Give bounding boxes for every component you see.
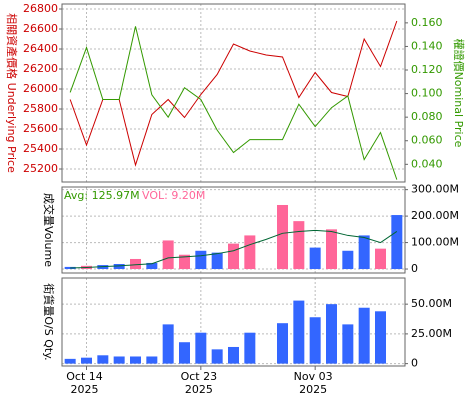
bar bbox=[64, 358, 76, 364]
bar bbox=[277, 204, 288, 270]
panel-border bbox=[61, 277, 406, 367]
bar bbox=[293, 300, 305, 364]
x-tick-year: 2025 bbox=[185, 383, 213, 396]
bar bbox=[309, 317, 321, 364]
tick-label: 300.00M bbox=[411, 183, 459, 196]
x-tick-year: 2025 bbox=[71, 383, 99, 396]
bar bbox=[97, 355, 109, 364]
bar bbox=[244, 332, 256, 364]
tick-label: 0.120 bbox=[411, 63, 443, 76]
bar bbox=[211, 349, 223, 364]
tick-label: 25200 bbox=[23, 162, 58, 175]
bar bbox=[375, 311, 386, 364]
x-tick-label: Nov 03 bbox=[294, 370, 333, 383]
tick-label: 26400 bbox=[23, 42, 58, 55]
panel-background bbox=[62, 4, 405, 182]
bar bbox=[342, 250, 354, 270]
tick-label: 0.140 bbox=[411, 39, 443, 52]
bar bbox=[309, 247, 321, 270]
line-series bbox=[69, 20, 398, 167]
tick-label: 25400 bbox=[23, 142, 58, 155]
bar bbox=[244, 235, 256, 270]
tick-label: 0 bbox=[411, 357, 418, 370]
bar bbox=[113, 356, 125, 364]
tick-label: 200.00M bbox=[411, 209, 459, 222]
tick-label: 26600 bbox=[23, 22, 58, 35]
bar bbox=[358, 235, 370, 270]
bar bbox=[391, 215, 403, 270]
bar bbox=[195, 332, 207, 364]
y-axis-label: 成交量Volume bbox=[42, 193, 56, 267]
tick-label: 0 bbox=[411, 262, 418, 275]
bar bbox=[162, 324, 174, 364]
bar bbox=[146, 356, 158, 364]
bar bbox=[113, 264, 125, 270]
tick-label: 50.00M bbox=[411, 297, 452, 310]
bar bbox=[130, 258, 141, 270]
tick-label: 25600 bbox=[23, 122, 58, 135]
x-tick-label: Oct 23 bbox=[181, 370, 218, 383]
bar bbox=[179, 254, 190, 270]
panel-border bbox=[61, 186, 406, 274]
y2-axis-label: 權證價Nominal Price bbox=[452, 39, 466, 148]
tick-label: 0.160 bbox=[411, 16, 443, 29]
y-axis-label: 相關資產價格 Underlying Price bbox=[5, 13, 19, 173]
x-tick-year: 2025 bbox=[299, 383, 327, 396]
bar bbox=[342, 324, 354, 364]
average-line bbox=[70, 229, 398, 269]
tick-label: 26200 bbox=[23, 62, 58, 75]
tick-label: 26000 bbox=[23, 82, 58, 95]
bar bbox=[326, 229, 337, 270]
bar bbox=[228, 346, 239, 364]
bar bbox=[195, 250, 207, 270]
bar bbox=[228, 243, 239, 270]
tick-label: 0.080 bbox=[411, 110, 443, 123]
tick-label: 0.040 bbox=[411, 157, 443, 170]
bar bbox=[326, 304, 337, 364]
bar bbox=[293, 221, 305, 270]
bar bbox=[211, 252, 223, 270]
average-label: Avg: 125.97M bbox=[64, 189, 140, 202]
bar bbox=[81, 357, 92, 364]
tick-label: 25.00M bbox=[411, 327, 452, 340]
volume-label: VOL: 9.20M bbox=[142, 189, 205, 202]
bar bbox=[146, 262, 158, 270]
bar bbox=[162, 240, 174, 270]
tick-label: 0.060 bbox=[411, 134, 443, 147]
tick-label: 26800 bbox=[23, 2, 58, 15]
line-series bbox=[69, 26, 398, 180]
x-tick-label: Oct 14 bbox=[66, 370, 103, 383]
tick-label: 25800 bbox=[23, 102, 58, 115]
tick-label: 100.00M bbox=[411, 236, 459, 249]
y-axis-label: 街貨量O/S Qty. bbox=[42, 283, 56, 360]
bar bbox=[130, 356, 141, 364]
bar bbox=[358, 307, 370, 364]
panel-border bbox=[61, 3, 406, 183]
tick-label: 0.100 bbox=[411, 87, 443, 100]
bar bbox=[375, 248, 386, 270]
bar bbox=[179, 342, 190, 364]
bar bbox=[277, 323, 288, 364]
